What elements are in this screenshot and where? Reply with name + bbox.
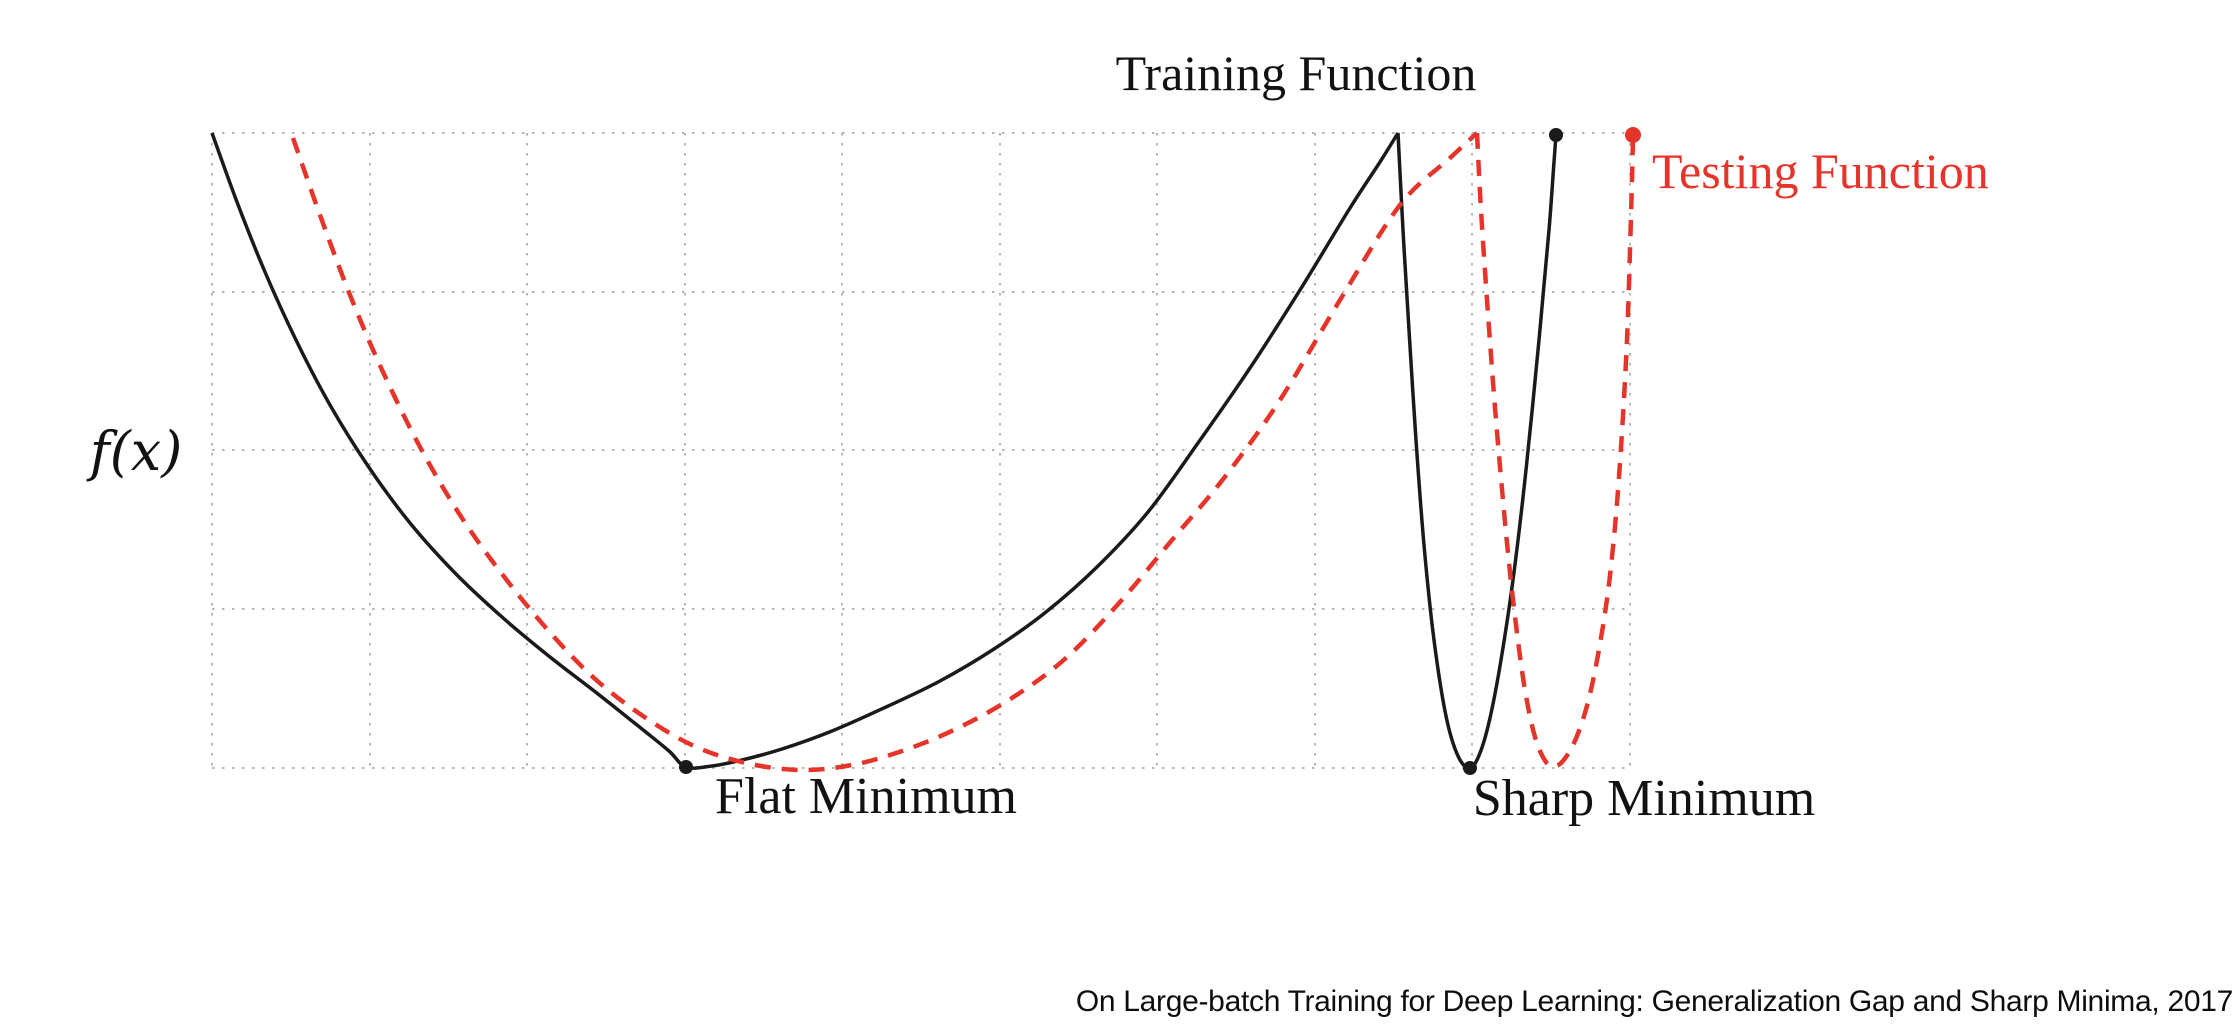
citation-text: On Large-batch Training for Deep Learnin… [1075, 985, 2233, 1018]
testing-function-minimum-dot [1625, 127, 1641, 143]
flat-minimum-label: Flat Minimum [715, 768, 1017, 825]
training-function-minimum-dot [1549, 128, 1563, 142]
training-function-curve [210, 132, 1400, 770]
training-function-minimum-dot [1463, 761, 1477, 775]
training-function-label: Training Function [1115, 45, 1477, 101]
training-function-minimum-dot [679, 760, 693, 774]
sharp-minimum-label: Sharp Minimum [1472, 770, 1816, 827]
y-axis-label: f(x) [89, 420, 183, 483]
testing-function-curve [1474, 132, 1636, 769]
testing-function-label: Testing Function [1652, 143, 1989, 199]
testing-function-curve [290, 131, 1479, 773]
